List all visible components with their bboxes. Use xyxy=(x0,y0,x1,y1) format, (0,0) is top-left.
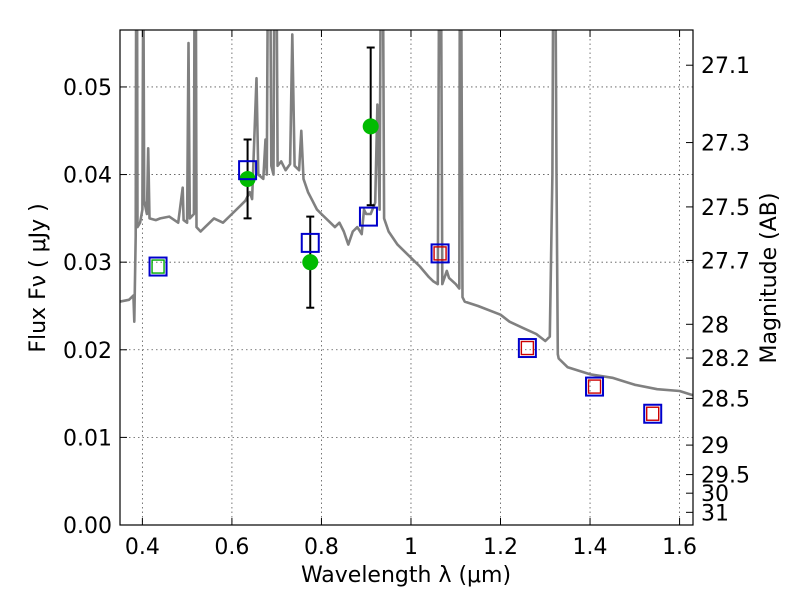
right-tick-label: 28 xyxy=(701,313,729,338)
model-photometry-square xyxy=(517,338,537,359)
x-tick-label: 0.6 xyxy=(214,535,249,560)
x-tick-label: 0.4 xyxy=(125,535,160,560)
y-tick-label: 0.05 xyxy=(63,76,112,101)
plot-frame xyxy=(119,29,694,526)
right-tick-label: 27.3 xyxy=(701,132,750,157)
model-photometry-inner-square xyxy=(587,379,602,394)
model-photometry-inner-square xyxy=(433,246,447,261)
model-photometry-square xyxy=(643,403,663,424)
y-axis-label: Flux Fν ( μJy ) xyxy=(26,203,51,352)
model-photometry-square xyxy=(148,256,168,277)
right-tick-label: 28.5 xyxy=(701,387,750,412)
y-tick-label: 0.01 xyxy=(63,426,112,451)
right-tick-label: 27.1 xyxy=(701,54,750,79)
model-photometry-square xyxy=(300,232,320,253)
x-tick-label: 1 xyxy=(404,535,418,560)
model-spectrum-layer xyxy=(120,30,693,397)
right-tick-label: 27.5 xyxy=(701,196,750,221)
right-tick-label: 29 xyxy=(701,434,729,459)
model-photometry-square xyxy=(585,376,605,397)
y-tick-label: 0.02 xyxy=(63,339,112,364)
model-photometry-inner-square xyxy=(520,340,535,356)
right-axis-label: Magnitude (AB) xyxy=(757,193,782,364)
x-tick-labels: 0.4 0.6 0.8 1 1.2 1.4 1.6 xyxy=(125,535,697,560)
x-tick-label: 1.6 xyxy=(662,535,697,560)
observed-point xyxy=(362,118,379,135)
ticks xyxy=(120,30,693,526)
model-photometry-square xyxy=(358,206,378,227)
model-photometry-square xyxy=(238,160,258,181)
right-tick-label: 30 xyxy=(701,482,729,507)
model-spectrum-line xyxy=(120,30,693,397)
model-photometry-square xyxy=(430,243,450,264)
x-tick-label: 1.4 xyxy=(573,535,608,560)
model-photometry-layer xyxy=(148,160,663,424)
errorbar-layer xyxy=(243,46,375,309)
observed-point xyxy=(302,254,319,271)
x-tick-label: 0.8 xyxy=(304,535,339,560)
model-photometry-inner-square xyxy=(151,259,165,274)
right-tick-label: 31 xyxy=(701,501,729,526)
x-axis-label: Wavelength λ (μm) xyxy=(301,563,511,588)
x-tick-label: 1.2 xyxy=(483,535,518,560)
y-tick-label: 0.03 xyxy=(63,251,112,276)
y-tick-label: 0.04 xyxy=(63,164,112,189)
model-photometry-inner-square xyxy=(646,406,660,421)
y-tick-label: 0.00 xyxy=(63,514,112,539)
right-tick-label: 29.5 xyxy=(701,464,750,489)
grid xyxy=(120,30,693,526)
right-tick-label: 28.2 xyxy=(701,347,750,372)
y-tick-labels: 0.00 0.01 0.02 0.03 0.04 0.05 xyxy=(63,76,112,539)
right-tick-label: 27.7 xyxy=(701,249,750,274)
